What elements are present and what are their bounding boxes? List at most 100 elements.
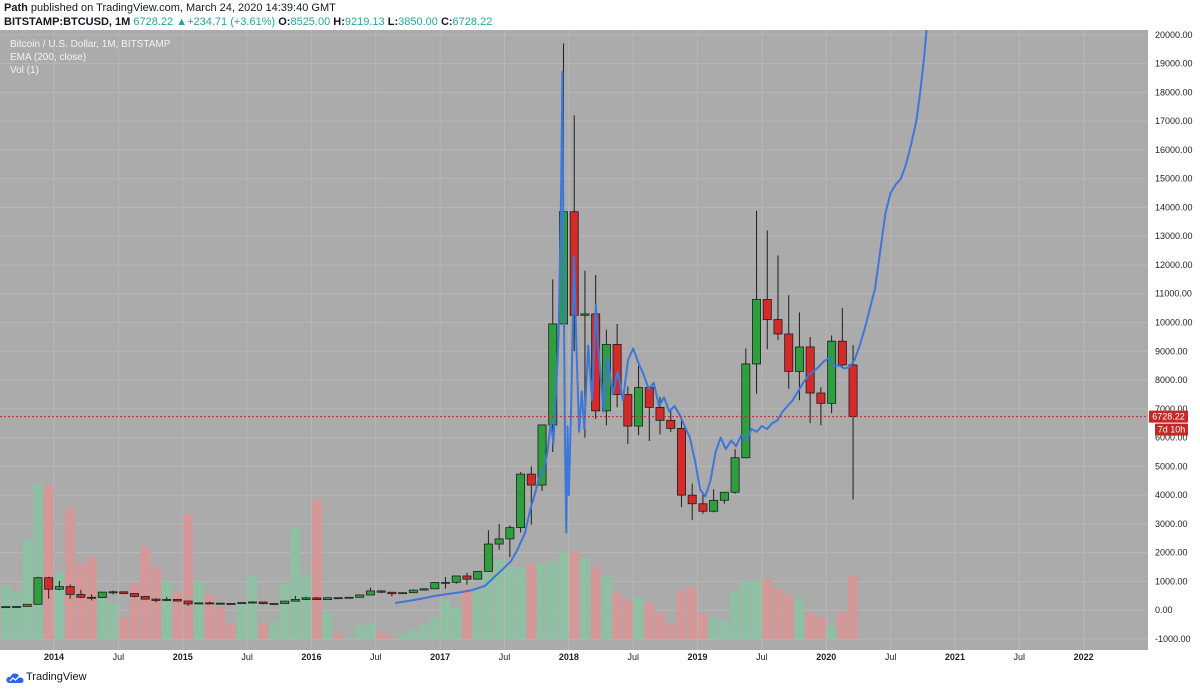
- symbol-text: BITSTAMP:BTCUSD, 1M: [4, 16, 131, 28]
- candle-body-2014-12: [172, 599, 182, 602]
- volume-bar-2015-09: [269, 621, 279, 639]
- candle-2015-09: [269, 603, 279, 605]
- publish-info: Path published on TradingView.com, March…: [4, 2, 336, 14]
- candle-body-2014-05: [97, 591, 107, 598]
- candle-2019-03: [719, 491, 729, 504]
- y-tick-label-1: 0.00: [1155, 605, 1173, 615]
- candle-2020-02: [837, 308, 847, 368]
- y-tick-label-12: 11000.00: [1155, 289, 1192, 299]
- candle-body-2019-02: [709, 499, 719, 512]
- y-tick-label-15: 14000.00: [1155, 202, 1193, 212]
- volume-bar-2018-08: [644, 603, 655, 639]
- candle-2013-09: [12, 606, 21, 608]
- volume-bar-2018-04: [601, 575, 612, 639]
- chart[interactable]: -1000.00 0.00 1000.00 2000.00 3000.00 4000.00…: [0, 30, 1200, 668]
- high-label: H:: [333, 16, 345, 28]
- candle-body-2016-06: [365, 590, 375, 596]
- author-name[interactable]: Path: [4, 2, 28, 14]
- candle-body-2016-04: [344, 596, 354, 599]
- candle-2016-02: [323, 597, 333, 600]
- last-price-text: 6728.22: [133, 16, 174, 28]
- candle-2018-12: [687, 483, 697, 521]
- volume-bar-2014-09: [140, 546, 151, 639]
- x-tick-label-1: Jul: [113, 652, 125, 662]
- volume-bar-2014-08: [129, 582, 140, 639]
- candle-body-2015-05: [226, 603, 236, 605]
- volume-bar-2014-01: [54, 572, 65, 639]
- candle-body-2016-09: [398, 592, 408, 595]
- candle-2016-11: [419, 588, 429, 591]
- candle-2018-05: [612, 323, 622, 408]
- volume-bar-2016-04: [344, 637, 354, 639]
- y-tick-label-9: 8000.00: [1155, 375, 1188, 385]
- tradingview-brand[interactable]: TradingView: [26, 671, 87, 683]
- volume-bar-2014-06: [108, 603, 118, 639]
- candle-2015-10: [280, 600, 290, 604]
- y-axis[interactable]: -1000.00 0.00 1000.00 2000.00 3000.00 4000.00…: [1155, 30, 1193, 644]
- volume-bar-2013-12: [43, 485, 54, 639]
- candle-body-2015-03: [205, 602, 215, 605]
- candle-2016-01: [312, 596, 322, 601]
- volume-bar-2019-04: [730, 590, 740, 639]
- volume-bar-2018-09: [655, 613, 665, 639]
- volume-bar-2016-08: [387, 637, 397, 639]
- y-tick-label-17: 16000.00: [1155, 145, 1193, 155]
- candle-2014-12: [172, 599, 182, 602]
- candle-body-2016-07: [376, 590, 386, 593]
- candle-2019-10: [794, 312, 804, 401]
- volume-bar-2016-05: [354, 626, 365, 639]
- candle-body-2019-05: [741, 363, 751, 459]
- candle-2017-01: [441, 577, 450, 589]
- candle-body-2015-06: [237, 602, 247, 605]
- footer: TradingView: [0, 668, 1200, 690]
- candle-body-2016-01: [312, 597, 322, 600]
- volume-bar-2015-01: [183, 513, 193, 639]
- candle-2019-02: [709, 489, 719, 513]
- countdown-tag: [1155, 423, 1188, 436]
- volume-bar-2017-05: [483, 572, 494, 639]
- volume-bar-2018-10: [665, 624, 676, 639]
- countdown-tag-text: 7d 10h: [1158, 425, 1186, 435]
- volume-bar-2013-09: [11, 591, 22, 639]
- candle-body-2016-12: [430, 582, 440, 590]
- y-tick-label-18: 17000.00: [1155, 116, 1193, 126]
- volume-bar-2019-01: [698, 613, 708, 639]
- candle-body-2015-04: [215, 602, 225, 605]
- volume-bar-2014-11: [161, 581, 172, 639]
- candle-body-2017-07: [505, 527, 515, 540]
- candle-body-2017-09: [526, 473, 536, 486]
- published-text: published on TradingView.com, March 24, …: [30, 2, 336, 14]
- candle-body-2016-08: [387, 591, 397, 595]
- candle-2017-09: [526, 466, 536, 525]
- x-tick-label-12: 2020: [816, 652, 836, 662]
- candle-2014-11: [162, 596, 172, 602]
- candle-2016-05: [355, 594, 365, 598]
- x-axis[interactable]: 2014 Jul 2015 Jul 2016 Jul 2017 Jul 2018 Jul 2019 J…: [44, 652, 1094, 662]
- close-label: C:: [440, 16, 453, 28]
- candle-body-2019-10: [794, 346, 804, 372]
- volume-bar-2019-06: [751, 580, 762, 639]
- candle-body-2014-01: [54, 586, 64, 590]
- y-tick-label-0: -1000.00: [1155, 634, 1191, 644]
- candle-2016-12: [430, 582, 440, 590]
- volume-bar-2013-08: [0, 585, 11, 639]
- candle-2017-02: [451, 575, 461, 584]
- candle-body-2014-08: [130, 593, 139, 597]
- candle-body-2013-09: [12, 606, 21, 608]
- candle-2014-01: [54, 580, 64, 591]
- candle-body-2018-06: [623, 394, 633, 427]
- legend-title: Bitcoin / U.S. Dollar, 1M, BITSTAMP: [10, 39, 171, 50]
- volume-bar-2015-04: [215, 607, 226, 639]
- candle-body-2019-03: [719, 491, 729, 501]
- volume-bar-2018-06: [623, 600, 633, 639]
- tradingview-cloud-icon[interactable]: [6, 671, 24, 685]
- candle-body-2019-08: [773, 319, 783, 335]
- volume-bar-2018-07: [633, 597, 644, 639]
- volume-bar-2017-11: [547, 561, 558, 639]
- candle-2015-12: [301, 596, 311, 601]
- volume-bar-2015-05: [226, 623, 236, 639]
- candle-body-2016-03: [333, 597, 343, 600]
- close-value: 6728.22: [452, 16, 493, 28]
- volume-bar-2015-06: [236, 603, 247, 639]
- volume-bar-2018-05: [612, 592, 622, 639]
